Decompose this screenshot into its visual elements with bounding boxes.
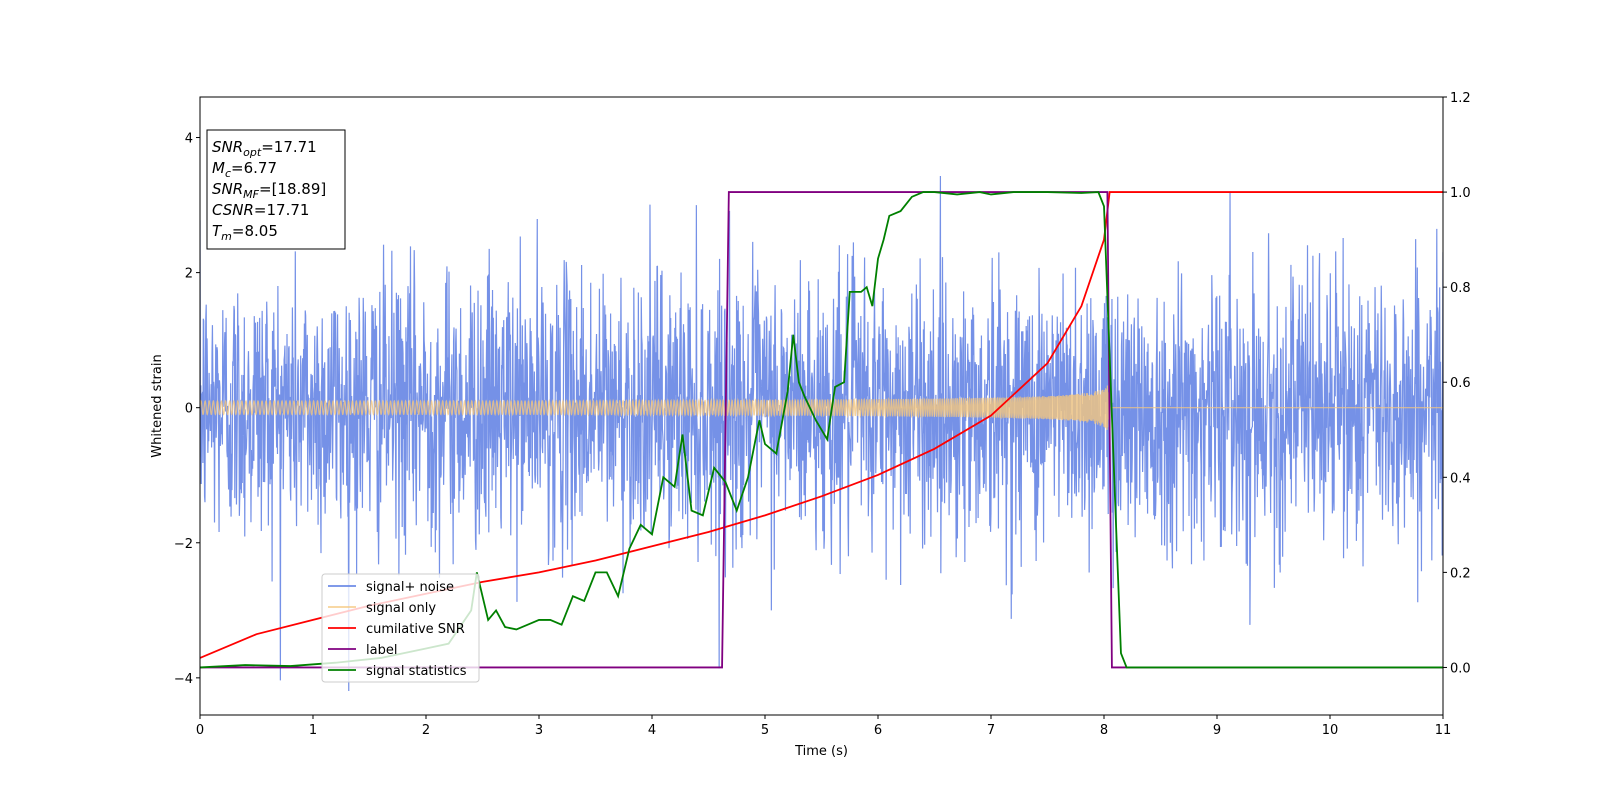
y-axis-label: Whitened strain xyxy=(150,354,165,457)
y2-tick-label: 0.6 xyxy=(1450,376,1471,391)
y2-tick-label: 0.2 xyxy=(1450,566,1471,581)
x-axis-label: Time (s) xyxy=(794,744,848,759)
y-tick-label: −2 xyxy=(174,537,193,552)
y2-tick-label: 0.4 xyxy=(1450,471,1471,486)
y-tick-label: 0 xyxy=(185,402,193,417)
x-tick-label: 6 xyxy=(874,723,882,738)
x-tick-label: 11 xyxy=(1435,723,1452,738)
x-tick-label: 5 xyxy=(761,723,769,738)
y2-tick-label: 0.0 xyxy=(1450,661,1471,676)
annotation-frame xyxy=(206,129,346,250)
legend-label: signal only xyxy=(366,601,436,616)
y-tick-label: −4 xyxy=(174,672,193,687)
axes-frame xyxy=(199,96,1444,716)
annotation-line: CSNR=17.71 xyxy=(212,201,309,219)
y2-tick-label: 1.2 xyxy=(1450,91,1471,106)
x-tick-label: 10 xyxy=(1322,723,1339,738)
legend-label: cumilative SNR xyxy=(366,622,465,637)
legend-label: signal statistics xyxy=(366,664,467,679)
legend-frame xyxy=(321,573,480,683)
annotation-line: Mc=6.77 xyxy=(212,159,277,180)
x-axis: 0 1 2 3 4 5 6 7 8 9 10 11 xyxy=(196,715,1451,738)
y-tick-label: 2 xyxy=(185,267,193,282)
annotation-line: Tm=8.05 xyxy=(212,222,278,243)
legend-label: signal+ noise xyxy=(366,580,454,595)
annotation-box: SNRopt=17.71Mc=6.77SNRMF=[18.89]CSNR=17.… xyxy=(206,129,346,250)
x-tick-label: 9 xyxy=(1213,723,1221,738)
x-tick-label: 3 xyxy=(535,723,543,738)
legend-label: label xyxy=(366,643,397,658)
y-axis: −4 −2 0 2 4 xyxy=(174,132,200,687)
annotation-line: SNRopt=17.71 xyxy=(212,138,317,159)
series-signal-statistics-line xyxy=(200,191,1443,669)
x-tick-label: 1 xyxy=(309,723,317,738)
y-tick-label: 4 xyxy=(185,132,193,147)
x-tick-label: 2 xyxy=(422,723,430,738)
x-tick-label: 4 xyxy=(648,723,656,738)
series-signal-noise-line xyxy=(200,176,1443,691)
x-tick-label: 0 xyxy=(196,723,204,738)
legend: signal+ noise signal only cumilative SNR la… xyxy=(321,573,480,683)
annotation-line: SNRMF=[18.89] xyxy=(212,180,326,201)
series-signal-only-line xyxy=(200,385,1443,432)
y2-tick-label: 1.0 xyxy=(1450,186,1471,201)
y2-axis: 0.0 0.2 0.4 0.6 0.8 1.0 1.2 xyxy=(1443,91,1471,676)
y2-tick-label: 0.8 xyxy=(1450,281,1471,296)
x-tick-label: 8 xyxy=(1100,723,1108,738)
x-tick-label: 7 xyxy=(987,723,995,738)
